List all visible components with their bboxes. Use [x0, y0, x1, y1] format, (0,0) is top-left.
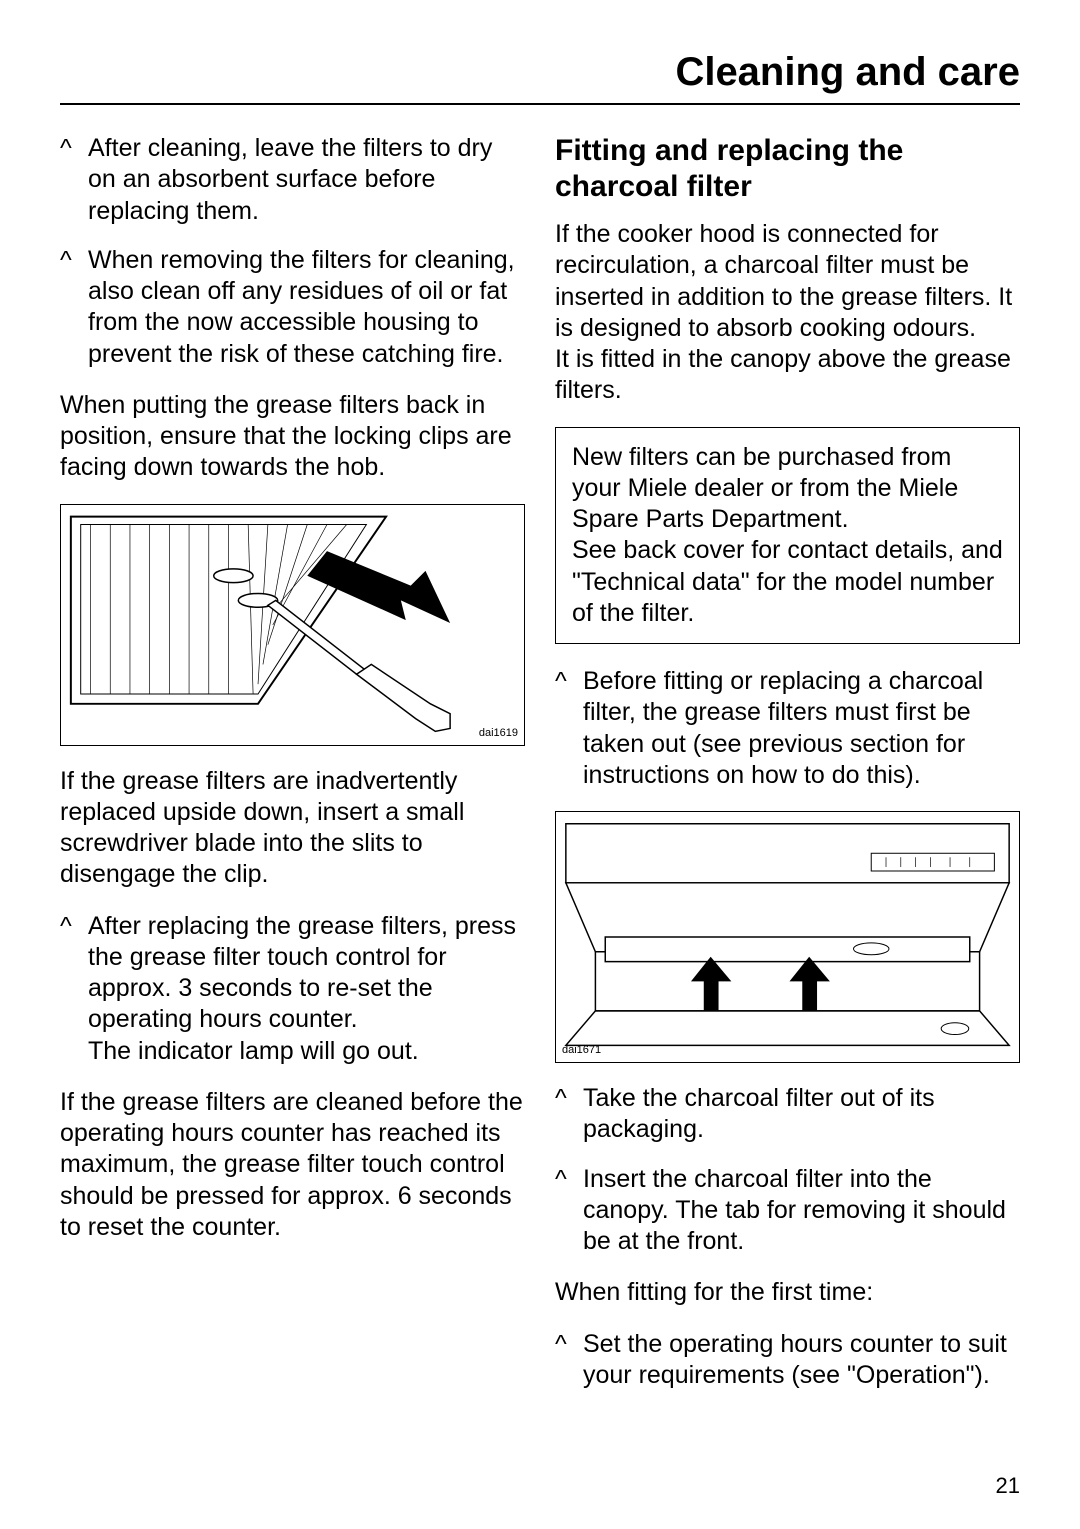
title-rule: [60, 103, 1020, 105]
list-item: When removing the filters for cleaning, …: [60, 245, 525, 370]
list-item: After cleaning, leave the filters to dry…: [60, 133, 525, 227]
right-column: Fitting and replacing the charcoal filte…: [555, 133, 1020, 1411]
page-number: 21: [996, 1473, 1020, 1499]
figure-label: dai1619: [479, 727, 518, 741]
list-item: Before fitting or replacing a charcoal f…: [555, 666, 1020, 791]
left-bullets-2: After replacing the grease filters, pres…: [60, 911, 525, 1067]
left-para-2: If the grease filters are inadvertently …: [60, 766, 525, 891]
section-heading: Fitting and replacing the charcoal filte…: [555, 133, 1020, 205]
left-para-3: If the grease filters are cleaned before…: [60, 1087, 525, 1243]
columns: After cleaning, leave the filters to dry…: [60, 133, 1020, 1411]
figure-svg: [61, 505, 524, 745]
figure-svg: [556, 812, 1019, 1062]
right-bullets-3: Set the operating hours counter to suit …: [555, 1329, 1020, 1392]
list-item: Set the operating hours counter to suit …: [555, 1329, 1020, 1392]
list-item: Insert the charcoal filter into the cano…: [555, 1164, 1020, 1258]
right-bullets-2: Take the charcoal filter out of its pack…: [555, 1083, 1020, 1257]
left-column: After cleaning, leave the filters to dry…: [60, 133, 525, 1411]
note-box: New filters can be purchased from your M…: [555, 427, 1020, 645]
figure-label: dai1671: [562, 1044, 601, 1058]
figure-grease-filter-clip: dai1619: [60, 504, 525, 746]
figure-charcoal-insert: dai1671: [555, 811, 1020, 1063]
list-item: Take the charcoal filter out of its pack…: [555, 1083, 1020, 1146]
right-intro: If the cooker hood is connected for reci…: [555, 219, 1020, 407]
left-bullets-1: After cleaning, leave the filters to dry…: [60, 133, 525, 370]
right-bullets-1: Before fitting or replacing a charcoal f…: [555, 666, 1020, 791]
left-para-1: When putting the grease filters back in …: [60, 390, 525, 484]
list-item: After replacing the grease filters, pres…: [60, 911, 525, 1067]
page-title: Cleaning and care: [60, 50, 1020, 95]
right-para-after: When fitting for the first time:: [555, 1277, 1020, 1308]
